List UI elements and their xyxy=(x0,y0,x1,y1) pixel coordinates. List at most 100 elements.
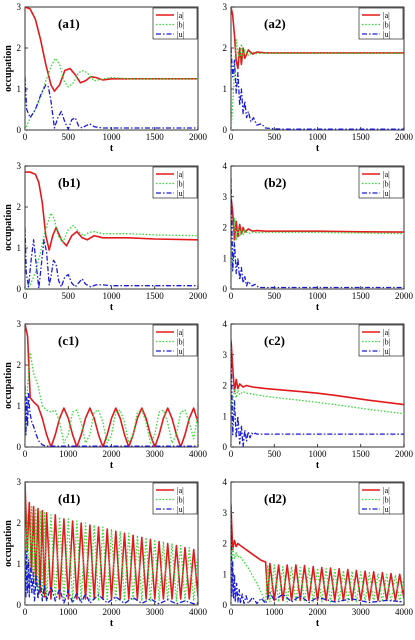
y-tick-label: 4 xyxy=(223,477,228,487)
legend-label-a: |a| xyxy=(177,170,184,179)
legend-label-a: |a| xyxy=(383,11,390,20)
x-tick-label: 1000 xyxy=(309,132,328,142)
y-tick-label: 2 xyxy=(223,381,228,391)
legend-label-b: |b| xyxy=(177,338,184,347)
x-tick-label: 0 xyxy=(23,607,28,617)
x-tick-label: 500 xyxy=(268,132,282,142)
x-axis-label: t xyxy=(316,143,320,154)
series-line-u xyxy=(25,539,198,605)
x-tick-label: 4000 xyxy=(189,449,208,459)
legend-label-a: |a| xyxy=(383,170,390,179)
series-group xyxy=(231,7,404,130)
y-tick-label: 0 xyxy=(17,600,22,610)
x-tick-label: 3000 xyxy=(146,607,165,617)
y-tick-label: 4 xyxy=(223,319,228,329)
y-tick-label: 2 xyxy=(223,539,228,549)
x-tick-label: 2000 xyxy=(395,291,414,301)
series-line-b xyxy=(231,217,404,289)
panel-a2: 0 500 1000 1500 2000 0 1 2 3 t (a2) |a||b||u| xyxy=(223,2,414,154)
y-tick-label: 0 xyxy=(17,284,22,294)
y-tick-label: 3 xyxy=(17,477,22,487)
y-tick-label: 3 xyxy=(223,350,228,360)
y-tick-label: 1 xyxy=(17,243,22,253)
x-tick-label: 0 xyxy=(23,449,28,459)
y-tick-label: 3 xyxy=(223,508,228,518)
x-tick-label: 500 xyxy=(62,291,76,301)
series-line-u xyxy=(25,385,198,447)
series-group xyxy=(25,7,198,130)
y-tick-label: 1 xyxy=(17,559,22,569)
panel-a1: 0 500 1000 1500 2000 0 1 2 3 t occupation (a1) |a||b… xyxy=(3,2,208,154)
x-tick-label: 1000 xyxy=(309,449,328,459)
panel-label: (c1) xyxy=(58,333,79,348)
y-tick-label: 0 xyxy=(223,442,228,452)
series-group xyxy=(25,482,198,605)
series-line-b xyxy=(231,545,404,605)
x-axis-label: t xyxy=(110,460,114,471)
x-tick-label: 1000 xyxy=(103,291,122,301)
y-tick-label: 2 xyxy=(17,518,22,528)
x-tick-label: 0 xyxy=(23,291,28,301)
series-line-u xyxy=(231,47,404,130)
x-tick-label: 2000 xyxy=(189,132,208,142)
panel-c2: 0 500 1000 1500 2000 0 1 2 3 4 t (c2) |a||b||u| xyxy=(223,319,414,471)
y-tick-label: 2 xyxy=(223,43,228,53)
y-tick-label: 4 xyxy=(223,161,228,171)
x-tick-label: 3000 xyxy=(352,607,371,617)
series-line-a xyxy=(25,324,198,447)
x-tick-label: 2000 xyxy=(103,449,122,459)
y-tick-label: 0 xyxy=(223,600,228,610)
y-tick-label: 2 xyxy=(17,43,22,53)
x-tick-label: 1500 xyxy=(146,291,165,301)
panel-d1: 0 1000 2000 3000 40000123toccupation(d1)|a||… xyxy=(3,477,208,629)
x-tick-label: 1500 xyxy=(352,291,371,301)
x-tick-label: 0 xyxy=(23,132,28,142)
y-tick-label: 0 xyxy=(223,284,228,294)
legend-label-b: |b| xyxy=(177,180,184,189)
legend-label-a: |a| xyxy=(177,11,184,20)
x-tick-label: 2000 xyxy=(395,132,414,142)
series-line-u xyxy=(231,342,404,447)
legend-label-u: |u| xyxy=(383,505,390,514)
legend-label-b: |b| xyxy=(177,496,184,505)
x-tick-label: 1500 xyxy=(146,132,165,142)
legend-label-u: |u| xyxy=(177,347,184,356)
series-line-a xyxy=(231,7,404,70)
y-tick-label: 1 xyxy=(223,253,228,263)
x-tick-label: 500 xyxy=(62,132,76,142)
series-group xyxy=(25,324,198,447)
x-tick-label: 1000 xyxy=(59,449,78,459)
y-tick-label: 0 xyxy=(17,125,22,135)
y-tick-label: 3 xyxy=(223,2,228,12)
panel-label: (a1) xyxy=(58,16,80,31)
legend-label-u: |u| xyxy=(383,347,390,356)
x-tick-label: 1000 xyxy=(265,607,284,617)
legend-label-u: |u| xyxy=(177,30,184,39)
series-line-a xyxy=(231,339,404,406)
y-tick-label: 1 xyxy=(223,84,228,94)
y-tick-label: 3 xyxy=(17,161,22,171)
series-line-b xyxy=(231,39,404,130)
y-tick-label: 2 xyxy=(223,223,228,233)
y-tick-label: 3 xyxy=(223,192,228,202)
series-line-a xyxy=(25,7,198,92)
x-tick-label: 2000 xyxy=(103,607,122,617)
y-tick-label: 3 xyxy=(17,2,22,12)
y-axis-label: occupation xyxy=(3,204,14,251)
series-line-b xyxy=(25,352,198,447)
x-tick-label: 1000 xyxy=(59,607,78,617)
x-tick-label: 1000 xyxy=(103,132,122,142)
panel-label: (c2) xyxy=(264,333,285,348)
y-tick-label: 0 xyxy=(17,442,22,452)
x-tick-label: 4000 xyxy=(395,607,414,617)
x-tick-label: 3000 xyxy=(146,449,165,459)
series-line-b xyxy=(231,387,404,447)
y-tick-label: 1 xyxy=(17,401,22,411)
legend-label-u: |u| xyxy=(177,505,184,514)
y-tick-label: 1 xyxy=(223,411,228,421)
legend-label-u: |u| xyxy=(383,30,390,39)
y-tick-label: 1 xyxy=(223,569,228,579)
x-tick-label: 1500 xyxy=(352,449,371,459)
panel-b1: 0 500 1000 1500 2000 0 1 2 3 t occupation (b1) |a||b… xyxy=(3,161,208,313)
